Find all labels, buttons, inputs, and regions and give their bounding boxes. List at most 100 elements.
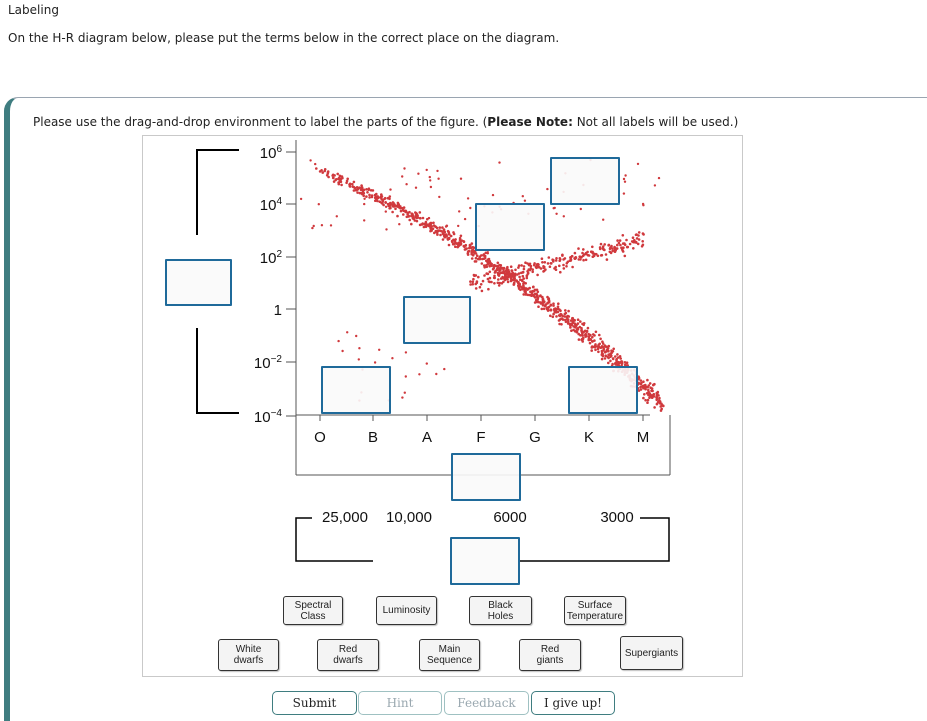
star-point [437,177,440,180]
star-point [609,359,612,363]
star-point [550,262,553,265]
star-point [578,255,581,258]
star-point [540,295,544,299]
star-point [603,357,607,360]
star-point [480,289,484,293]
star-point [559,258,562,261]
star-point [370,195,374,199]
star-point [329,224,333,227]
drop-zone-spectral-class[interactable] [451,453,521,501]
star-point [543,261,547,264]
star-point [535,263,539,266]
star-point [444,225,448,228]
star-point [620,362,624,365]
star-point [548,265,552,269]
star-point [335,215,338,218]
y-tick-label: 106 [260,144,283,162]
star-point [403,167,406,170]
star-point [529,267,533,270]
label-tile-luminosity[interactable]: Luminosity [376,596,437,625]
star-point [562,267,566,270]
star-point [497,284,501,287]
panel-instruction: Please use the drag-and-drop environment… [33,115,738,129]
star-point [309,159,312,162]
star-point [355,188,359,192]
submit-button[interactable]: Submit [272,691,357,715]
star-point [474,287,478,290]
star-point [623,254,627,258]
star-point [525,276,529,280]
star-point [356,191,359,194]
star-point [445,234,448,238]
star-point [382,203,385,207]
star-point [586,253,590,257]
star-point [360,187,364,191]
star-point [487,287,490,291]
star-point [618,361,622,364]
star-point [345,181,348,185]
label-tile-black-holes[interactable]: Black Holes [469,596,532,625]
star-point [634,241,638,244]
star-point [463,248,467,251]
star-point [481,257,484,261]
label-tile-supergiants[interactable]: Supergiants [620,636,683,670]
star-point [459,234,463,238]
drop-zone-red-dwarfs[interactable] [568,366,638,414]
star-point [363,202,366,206]
star-point [546,187,549,191]
star-point [606,355,609,359]
star-point [404,351,408,354]
star-point [491,267,495,271]
star-point [564,311,568,315]
give-up-button[interactable]: I give up! [531,691,615,715]
star-point [401,206,404,210]
star-point [581,332,584,336]
temperature-label: 3000 [600,509,633,526]
star-point [536,273,539,277]
star-point [589,338,593,341]
star-point [540,307,544,311]
star-point [407,215,410,218]
star-point [633,239,636,242]
label-tile-white-dwarfs[interactable]: White dwarfs [218,639,279,671]
star-point [526,270,529,273]
star-point [440,230,444,233]
star-point [642,396,645,400]
drop-zone-supergiants[interactable] [550,157,620,205]
star-point [412,217,416,221]
label-tile-main-sequence[interactable]: Main Sequence [419,639,480,671]
star-point [610,244,613,248]
star-point [623,180,627,183]
feedback-button[interactable]: Feedback [444,691,529,715]
drop-zone-temperature[interactable] [450,537,520,585]
temperature-label: 25,000 [322,509,368,526]
star-point [598,342,601,346]
label-tile-surface-temperature[interactable]: Surface Temperature [564,596,626,625]
star-point [428,224,432,228]
label-tile-red-dwarfs[interactable]: Red dwarfs [317,639,379,671]
star-point [589,333,592,337]
drop-zone-luminosity[interactable] [165,259,232,306]
drop-zone-white-dwarfs[interactable] [321,366,391,414]
star-point [637,376,641,380]
star-point [564,320,568,324]
star-point [367,187,371,190]
star-point [441,238,445,241]
star-point [575,330,578,334]
drop-zone-main-sequence[interactable] [403,296,471,344]
star-point [346,177,350,181]
star-point [612,347,615,351]
drop-zone-giants[interactable] [475,203,545,251]
star-point [653,406,656,409]
label-tile-red-giants[interactable]: Red giants [519,639,581,671]
star-point [639,388,643,391]
star-point [463,217,467,221]
label-tile-spectral-class[interactable]: Spectral Class [283,596,343,625]
star-point [429,185,433,189]
star-point [471,245,475,249]
hint-button[interactable]: Hint [358,691,442,715]
star-point [563,257,567,260]
y-tick-label: 10−2 [254,354,283,372]
star-point [523,199,527,202]
star-point [591,340,594,343]
